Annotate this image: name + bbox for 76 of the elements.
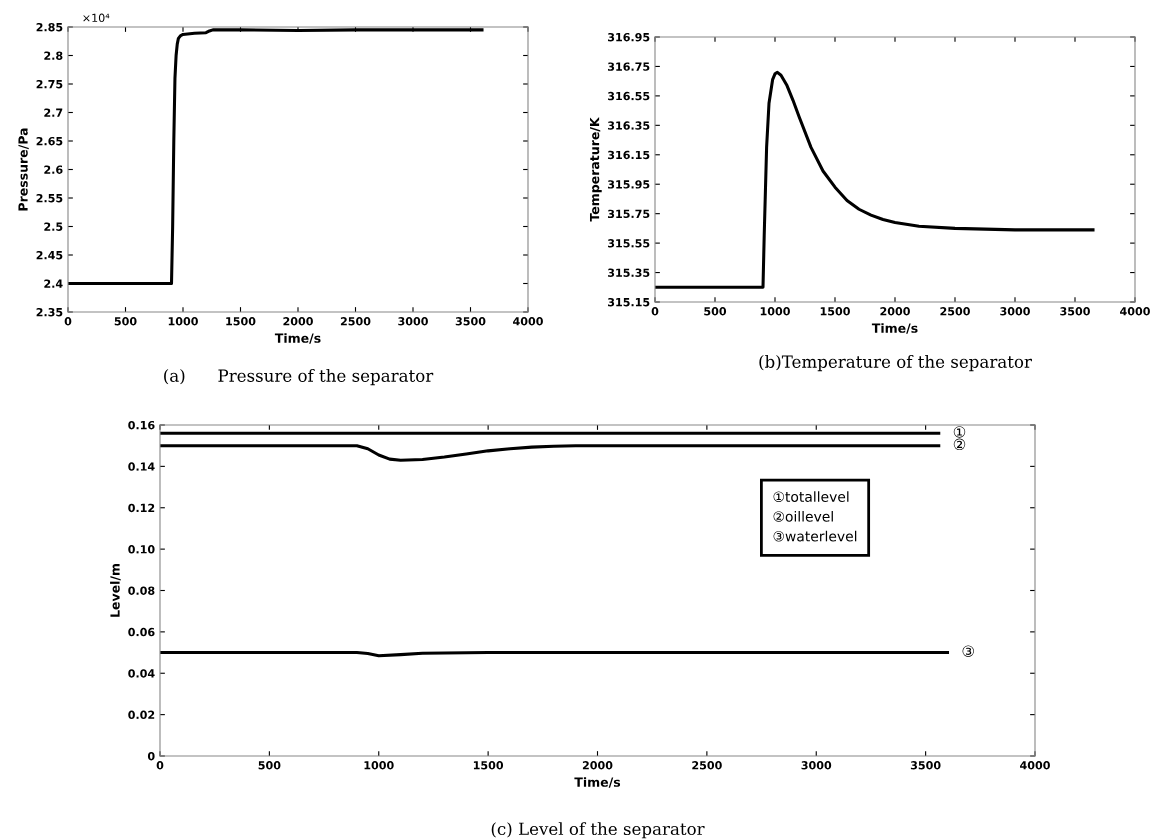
x-tick-label: 0 [651,307,659,316]
y-tick-label: 2.65 [36,136,63,146]
y-tick-label: 2.85 [36,22,63,32]
y-tick-label: 0.12 [128,503,155,513]
x-tick-label: 3500 [455,317,486,326]
x-tick-label: 4000 [1020,761,1050,770]
text: ×10⁴ [83,13,110,22]
x-tick-label: 1500 [820,307,850,316]
y-tick-label: 316.35 [608,121,650,130]
y-axis-title: Level/m [110,564,121,617]
x-tick-label: 0 [156,761,164,770]
y-tick-label: 2.75 [36,79,63,89]
x-axis-title: Time/s [871,323,918,334]
x-tick-label: 2500 [940,307,970,316]
y-axis-title: Pressure/Pa [18,128,29,211]
x-tick-label: 1000 [168,317,198,326]
x-tick-label: 1000 [364,761,394,770]
y-tick-label: 0.14 [128,462,155,471]
y-tick-label: 2.45 [36,250,63,260]
text: (c) Level of the separator [491,822,705,839]
x-tick-label: 2000 [582,761,613,770]
x-tick-label: 4000 [513,317,543,326]
y-tick-label: 0.10 [128,545,155,554]
y-tick-label: 0.04 [128,669,155,678]
x-axis-title: Time/s [574,777,621,788]
y-tick-label: 0.06 [128,627,155,637]
x-tick-label: 2500 [692,761,722,770]
legend-label: ① [953,426,966,438]
y-tick-label: 316.15 [608,150,650,160]
annotation: ①totallevel [773,491,849,502]
x-tick-label: 3500 [1060,307,1090,316]
y-tick-label: 315.55 [608,239,650,248]
x-tick-label: 3000 [398,317,428,326]
y-tick-label: 315.15 [608,297,650,307]
y-tick-label: 0.16 [128,420,155,430]
x-tick-label: 3000 [1000,307,1030,316]
x-tick-label: 2000 [880,307,910,316]
y-tick-label: 2.55 [36,193,63,203]
annotation: ②oillevel [773,510,833,522]
x-axis-title: Time/s [274,333,321,344]
y-tick-label: 2.6 [44,165,63,174]
x-tick-label: 1000 [760,307,790,316]
x-tick-label: 500 [258,761,281,770]
x-tick-label: 1500 [473,761,504,770]
line-series [68,28,484,286]
series-label: ③ [962,645,974,657]
text: (b)Temperature of the separator [759,355,1032,372]
x-tick-label: 500 [704,307,727,316]
text: (a) Pressure of the separator [164,369,434,386]
y-tick-label: 0.02 [128,710,155,719]
y-tick-label: 316.55 [608,91,650,101]
y-tick-label: 2.5 [44,222,63,231]
y-tick-label: 316.95 [608,32,650,42]
annotation: ③waterlevel [773,530,857,542]
series-label: ② [953,438,966,451]
y-tick-label: 2.4 [44,279,63,288]
y-tick-label: 315.75 [608,209,650,219]
y-tick-label: 2.7 [44,108,63,117]
x-tick-label: 4000 [1120,307,1150,316]
y-tick-label: 2.35 [36,307,63,317]
x-tick-label: 2000 [283,317,313,326]
y-axis-title: Temperature/K [590,117,602,222]
line-series [655,70,1095,289]
y-tick-label: 0.08 [128,586,155,595]
y-tick-label: 315.35 [608,268,650,277]
line-series [160,444,941,462]
x-tick-label: 3000 [801,761,832,770]
x-tick-label: 0 [64,317,72,326]
y-tick-label: 315.95 [608,180,650,189]
x-tick-label: 3500 [910,761,941,770]
x-tick-label: 500 [114,317,137,326]
y-tick-label: 316.75 [608,62,650,71]
y-tick-label: 0 [147,751,155,761]
y-tick-label: 2.8 [44,51,63,60]
x-tick-label: 1500 [226,317,256,326]
x-tick-label: 2500 [340,317,371,326]
